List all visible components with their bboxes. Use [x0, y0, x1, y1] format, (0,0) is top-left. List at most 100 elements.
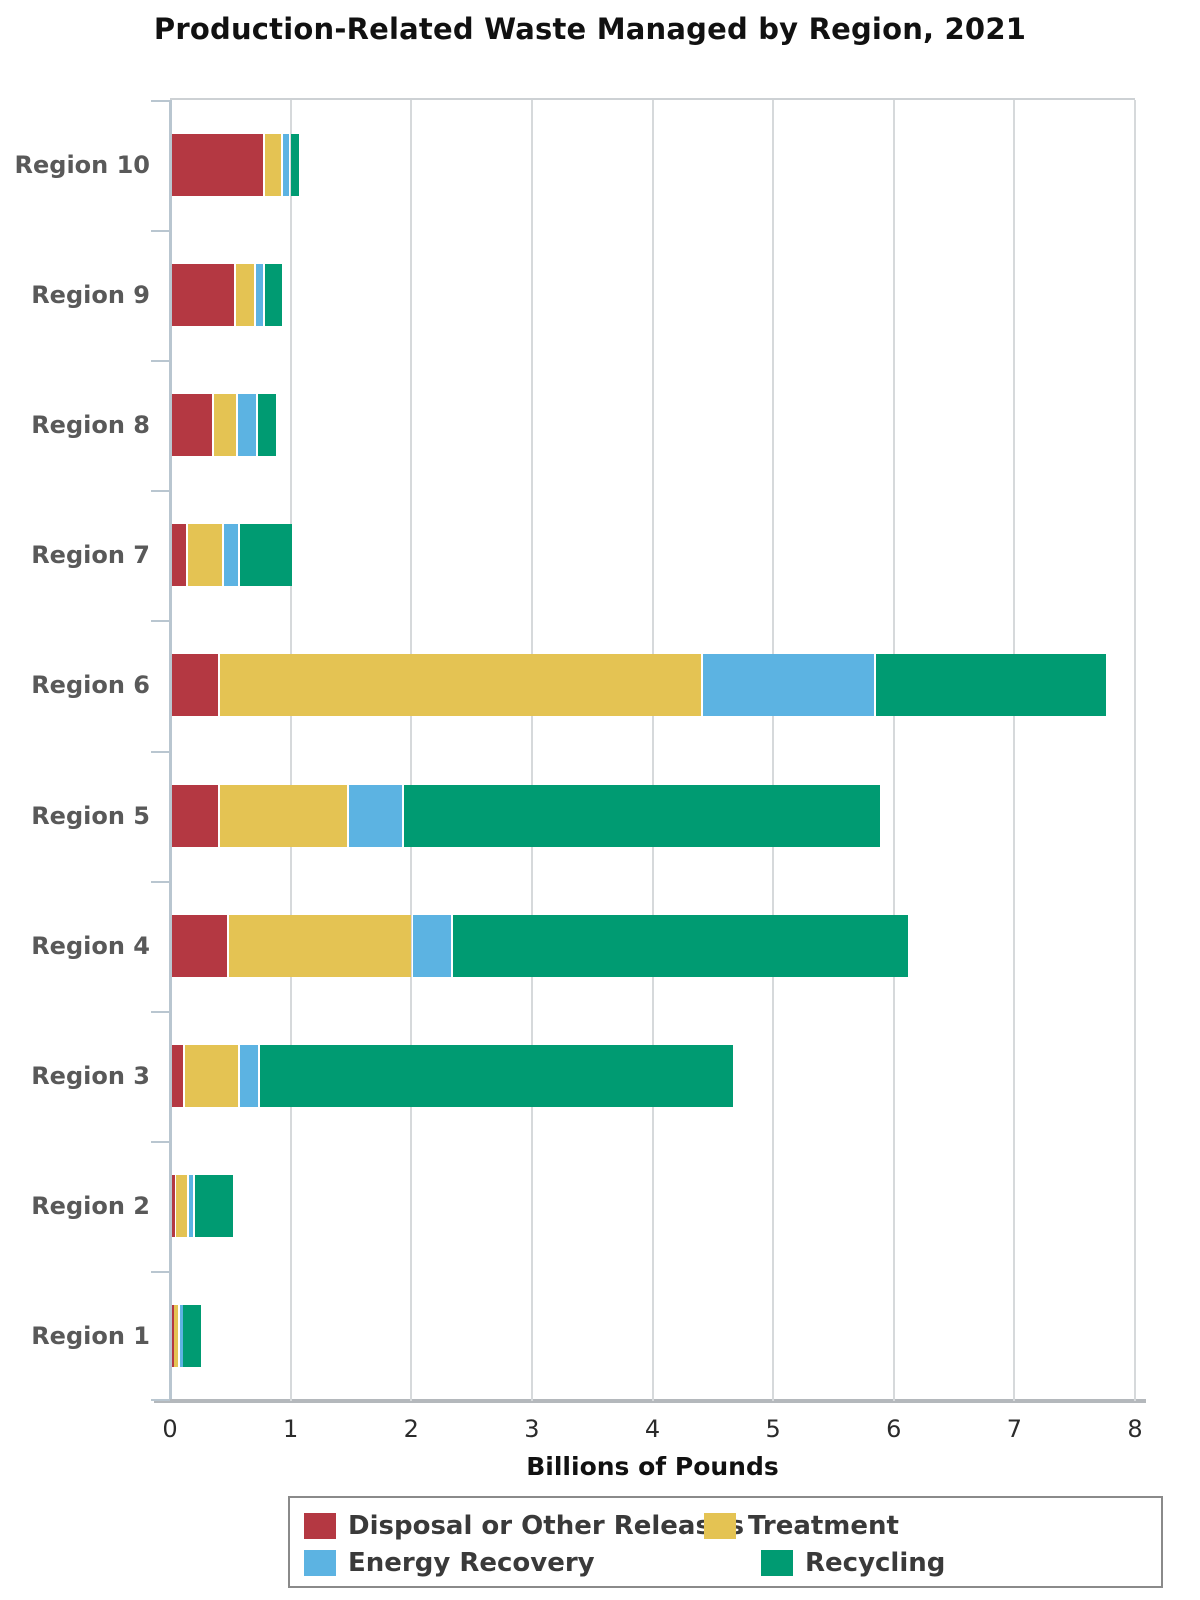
- bar-segment-disposal-or-other-releases: [172, 915, 227, 977]
- x-axis-line: [154, 1399, 1146, 1403]
- bar-segment-recycling: [182, 1305, 202, 1367]
- x-tick-label: 4: [644, 1415, 661, 1443]
- bar-segment-disposal-or-other-releases: [172, 1305, 175, 1367]
- bar-segment-recycling: [194, 1175, 233, 1237]
- category-label: Region 9: [31, 281, 150, 309]
- bar-row-region-1: Region 1: [31, 1305, 1135, 1367]
- bar-segment-treatment: [220, 785, 348, 847]
- y-axis-tick: [151, 360, 170, 362]
- legend-item-energy-recovery: Energy Recovery: [304, 1544, 761, 1581]
- legend-item-disposal-or-other-releases: Disposal or Other Releases: [304, 1507, 744, 1544]
- bar-segment-recycling: [403, 785, 881, 847]
- bar-segment-disposal-or-other-releases: [172, 264, 234, 326]
- bar-segment-recycling: [876, 654, 1107, 716]
- bar-segment-energy-recovery: [238, 394, 256, 456]
- bar-segment-recycling: [257, 394, 277, 456]
- bar-segment-treatment: [174, 1305, 179, 1367]
- category-label: Region 4: [31, 932, 150, 960]
- y-axis-tick: [151, 1399, 170, 1401]
- gridline-x-1: [289, 100, 292, 1401]
- bar-segment-energy-recovery: [223, 524, 238, 586]
- gridline-x-3: [530, 100, 533, 1401]
- bar-segment-treatment: [175, 1175, 187, 1237]
- gridline-x-2: [410, 100, 413, 1401]
- bar-segment-energy-recovery: [180, 1305, 183, 1367]
- x-tick-label: 1: [282, 1415, 299, 1443]
- x-tick-label: 5: [765, 1415, 781, 1443]
- y-axis-tick: [151, 751, 170, 753]
- bar-segment-energy-recovery: [188, 1175, 193, 1237]
- legend-item-recycling: Recycling: [761, 1544, 1161, 1581]
- bar-segment-energy-recovery: [282, 134, 290, 196]
- y-axis-tick: [151, 1141, 170, 1143]
- bar-row-region-8: Region 8: [31, 394, 1135, 456]
- bar-row-region-10: Region 10: [15, 134, 1135, 196]
- bar-segment-treatment: [214, 394, 237, 456]
- bar-segment-energy-recovery: [239, 1045, 259, 1107]
- bar-segment-energy-recovery: [413, 915, 452, 977]
- y-axis-tick: [151, 1011, 170, 1013]
- x-tick-label: 3: [524, 1415, 540, 1443]
- bar-segment-energy-recovery: [702, 654, 875, 716]
- bar-segment-treatment: [185, 1045, 238, 1107]
- bar-segment-recycling: [291, 134, 300, 196]
- bar-row-region-9: Region 9: [31, 264, 1135, 326]
- legend-item-treatment: Treatment: [704, 1507, 912, 1544]
- bar-segment-treatment: [220, 654, 701, 716]
- legend-swatch-treatment: [704, 1512, 736, 1539]
- x-tick-label: 0: [162, 1415, 178, 1443]
- x-tick-label: 7: [1006, 1415, 1023, 1443]
- category-label: Region 3: [31, 1062, 150, 1090]
- bar-segment-recycling: [264, 264, 283, 326]
- bar-row-region-4: Region 4: [31, 915, 1135, 977]
- bar-segment-treatment: [235, 264, 255, 326]
- category-label: Region 7: [31, 541, 150, 569]
- legend-swatch-disposal-or-other-releases: [304, 1512, 336, 1539]
- category-label: Region 8: [31, 411, 150, 439]
- bar-segment-recycling: [260, 1045, 734, 1107]
- category-label: Region 6: [31, 671, 150, 699]
- category-label: Region 10: [14, 151, 151, 179]
- legend: Disposal or Other Releases Treatment Energ…: [288, 1496, 1163, 1588]
- x-tick-label: 6: [886, 1415, 902, 1443]
- bar-segment-treatment: [264, 134, 281, 196]
- bar-segment-disposal-or-other-releases: [172, 785, 219, 847]
- bar-segment-disposal-or-other-releases: [172, 1175, 175, 1237]
- x-axis-title: Billions of Pounds: [526, 1452, 779, 1481]
- gridline-x-4: [651, 100, 654, 1401]
- gridline-x-7: [1013, 100, 1016, 1401]
- gridline-x-8: [1134, 100, 1136, 1401]
- legend-swatch-energy-recovery: [304, 1549, 336, 1576]
- bar-segment-treatment: [228, 915, 412, 977]
- plot-area: Billions of Pounds Region 10 Region 9 Regi…: [15, 98, 1146, 1481]
- category-label: Region 5: [31, 802, 150, 830]
- bar-segment-disposal-or-other-releases: [172, 524, 186, 586]
- bar-row-region-2: Region 2: [31, 1175, 1135, 1237]
- y-axis-tick: [151, 230, 170, 232]
- gridline-x-5: [772, 100, 775, 1401]
- bar-segment-energy-recovery: [256, 264, 263, 326]
- bar-segment-energy-recovery: [349, 785, 402, 847]
- bar-row-region-6: Region 6: [31, 654, 1135, 716]
- bar-segment-disposal-or-other-releases: [172, 134, 263, 196]
- category-label: Region 1: [31, 1322, 150, 1350]
- y-axis-line: [169, 100, 172, 1401]
- bar-segment-disposal-or-other-releases: [172, 394, 213, 456]
- legend-label: Energy Recovery: [348, 1547, 595, 1578]
- bar-row-region-5: Region 5: [31, 785, 1135, 847]
- x-tick-label: 8: [1127, 1415, 1143, 1443]
- y-axis-tick: [151, 1271, 170, 1273]
- legend-label: Disposal or Other Releases: [348, 1510, 745, 1541]
- category-label: Region 2: [31, 1192, 150, 1220]
- y-axis-tick: [151, 620, 170, 622]
- bar-row-region-7: Region 7: [31, 524, 1135, 586]
- x-tick-label: 2: [403, 1415, 419, 1443]
- bar-segment-disposal-or-other-releases: [172, 654, 219, 716]
- chart-title: Production-Related Waste Managed by Regi…: [153, 12, 1027, 46]
- gridline-x-6: [892, 100, 895, 1401]
- bar-segment-recycling: [239, 524, 292, 586]
- bar-row-region-3: Region 3: [31, 1045, 1135, 1107]
- y-axis-tick: [151, 100, 170, 102]
- bar-segment-treatment: [187, 524, 222, 586]
- legend-label: Recycling: [805, 1547, 946, 1578]
